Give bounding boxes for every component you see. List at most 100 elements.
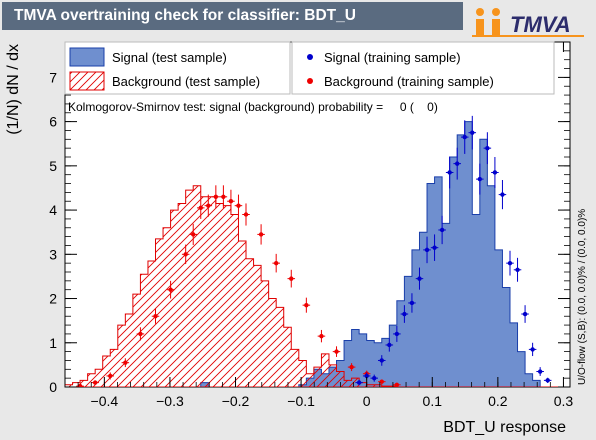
background-train-marker — [236, 203, 241, 208]
x-tick-label: 0 — [363, 393, 371, 409]
background-train-marker — [191, 232, 196, 237]
signal-train-marker — [470, 130, 475, 135]
background-train-point — [302, 297, 311, 313]
signal-train-point — [476, 163, 484, 195]
x-tick-label: −0.3 — [156, 393, 184, 409]
background-train-marker — [77, 383, 83, 387]
signal-train-marker — [356, 380, 362, 385]
signal-train-point — [430, 234, 439, 261]
background-train-marker — [319, 333, 324, 339]
background-train-marker — [153, 314, 158, 319]
legend-right-box — [291, 41, 555, 95]
x-axis-title: BDT_U response — [443, 419, 566, 436]
signal-train-point — [491, 157, 499, 188]
signal-train-marker — [394, 331, 400, 337]
background-train-marker — [198, 205, 203, 211]
signal-train-point — [355, 379, 363, 386]
legend-signal-test-label: Signal (test sample) — [112, 50, 227, 65]
signal-train-marker — [515, 267, 520, 272]
signal-train-point — [498, 180, 507, 210]
signal-train-marker — [522, 311, 528, 317]
background-train-point — [181, 244, 190, 265]
background-train-point — [227, 189, 235, 213]
background-train-point — [91, 380, 99, 385]
background-train-marker — [334, 349, 339, 354]
x-tick-label: −0.4 — [91, 393, 119, 409]
background-train-point — [378, 379, 386, 384]
signal-train-marker — [409, 300, 415, 306]
signal-train-point — [400, 305, 409, 323]
signal-train-marker — [477, 176, 483, 182]
background-train-marker — [123, 360, 128, 365]
legend-background-test-swatch — [69, 71, 105, 91]
background-train-point — [76, 383, 84, 387]
background-train-point — [317, 329, 326, 343]
y-tick-label: 2 — [49, 291, 57, 307]
signal-train-point — [408, 293, 416, 313]
background-train-marker — [213, 194, 219, 200]
background-train-point — [136, 327, 145, 341]
background-train-point — [393, 382, 401, 387]
x-tick-label: −0.1 — [287, 393, 315, 409]
y-axis-title: (1/N) dN / dx — [5, 44, 22, 135]
y-tick-label: 3 — [49, 246, 57, 262]
background-train-point — [347, 363, 356, 372]
signal-train-point — [438, 215, 446, 245]
signal-train-marker — [424, 247, 430, 253]
background-test-histogram — [65, 185, 570, 387]
x-tick-label: −0.2 — [222, 393, 250, 409]
signal-train-point — [460, 120, 469, 154]
legend-signal-test-swatch — [69, 47, 105, 67]
signal-train-marker — [462, 134, 467, 140]
x-tick-label: 0.1 — [423, 393, 443, 409]
legend-right: Signal (training sample) Background (tra… — [291, 41, 555, 95]
background-train-point — [332, 346, 341, 357]
legend-background-train-marker — [307, 78, 313, 84]
signal-train-marker — [537, 369, 543, 374]
signal-train-marker — [387, 342, 392, 348]
chart-title: TMVA overtraining check for classifier: … — [2, 2, 463, 30]
background-train-point — [219, 185, 228, 209]
background-train-marker — [394, 382, 400, 387]
background-train-marker — [168, 287, 173, 292]
background-train-point — [272, 253, 280, 273]
y-tick-label: 0 — [49, 379, 57, 395]
background-train-point — [189, 223, 197, 246]
background-train-marker — [304, 302, 309, 308]
legend-signal-train-label: Signal (training sample) — [324, 50, 461, 65]
background-train-marker — [183, 252, 188, 257]
signal-train-marker — [507, 260, 513, 266]
legend-signal-train-marker — [307, 54, 313, 60]
background-train-marker — [228, 199, 234, 204]
legend-background-train-label: Background (training sample) — [324, 74, 494, 89]
signal-train-point — [513, 257, 522, 282]
background-train-point — [106, 372, 115, 380]
signal-train-point — [415, 267, 424, 290]
signal-train-marker — [500, 192, 505, 197]
background-train-marker — [258, 232, 264, 237]
background-train-marker — [108, 373, 113, 379]
signal-train-marker — [485, 145, 490, 151]
signal-train-point — [370, 374, 379, 382]
background-train-point — [121, 358, 130, 368]
signal-train-marker — [447, 170, 452, 175]
ks-test-text: Kolmogorov-Smirnov test: signal (backgro… — [68, 100, 438, 114]
background-train-point — [204, 194, 213, 217]
background-train-point — [151, 308, 160, 324]
signal-train-marker — [530, 347, 535, 352]
signal-train-point — [385, 338, 394, 352]
background-train-point — [234, 194, 243, 217]
signal-train-marker — [372, 375, 377, 381]
background-train-point — [242, 203, 250, 226]
background-train-marker — [379, 379, 384, 384]
logo-underline — [472, 35, 584, 37]
signal-train-marker — [432, 245, 437, 250]
background-train-marker — [349, 364, 354, 370]
signal-train-point — [468, 115, 477, 150]
background-train-marker — [273, 260, 279, 266]
signal-train-point — [453, 147, 461, 180]
background-train-marker — [221, 194, 226, 200]
signal-train-marker — [454, 161, 460, 166]
signal-train-point — [423, 236, 431, 264]
background-train-marker — [206, 203, 211, 208]
